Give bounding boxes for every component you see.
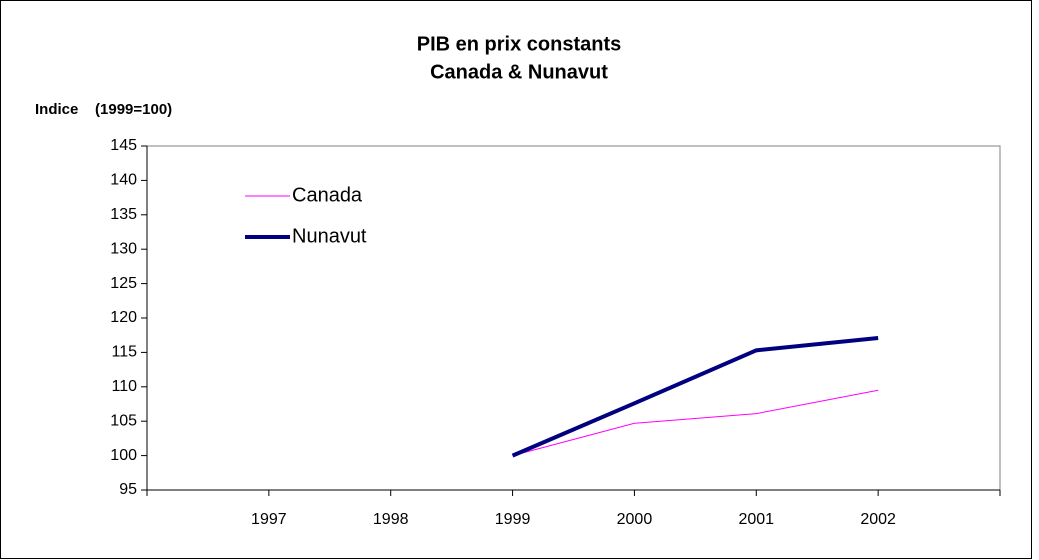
y-tick-label: 95 [119, 481, 137, 498]
x-tick-label: 2002 [860, 511, 896, 528]
x-tick-label: 2001 [738, 511, 774, 528]
x-tick-label: 1997 [251, 511, 287, 528]
y-tick-label: 115 [111, 344, 137, 361]
y-tick-label: 130 [110, 240, 137, 257]
x-tick-label: 2000 [617, 511, 653, 528]
chart-subtitle: Canada & Nunavut [430, 61, 608, 83]
legend-label: Canada [292, 184, 363, 206]
y-tick-label: 125 [110, 275, 137, 292]
y-tick-label: 120 [110, 309, 137, 326]
line-series [512, 389, 879, 457]
y-tick-label: 110 [111, 378, 137, 395]
x-tick-label: 1999 [495, 511, 531, 528]
y-tick-label: 145 [110, 137, 137, 154]
y-tick-label: 140 [110, 172, 137, 189]
x-tick-label: 1998 [373, 511, 409, 528]
y-axis-title: Indice (1999=100) [35, 101, 172, 118]
y-tick-label: 100 [110, 447, 137, 464]
line-series [511, 335, 879, 458]
y-tick-label: 135 [110, 206, 137, 223]
chart-title: PIB en prix constants [417, 33, 622, 55]
y-tick-label: 105 [110, 412, 137, 429]
legend-label: Nunavut [292, 225, 367, 247]
